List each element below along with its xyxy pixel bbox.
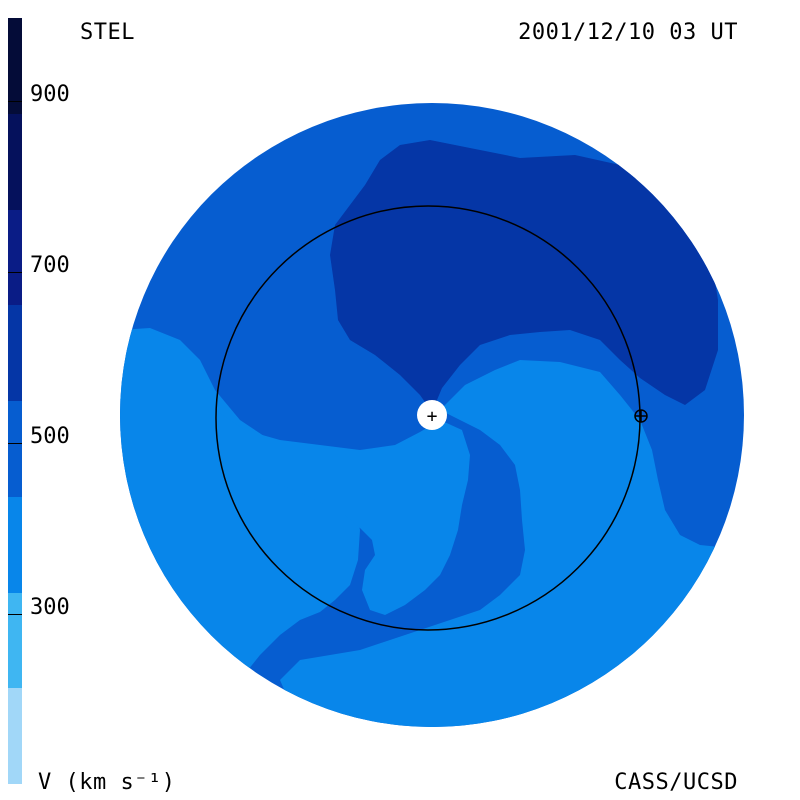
colorbar-segment: [8, 401, 22, 497]
colorbar-segment: [8, 592, 22, 689]
colorbar-segment: [8, 496, 22, 593]
velocity-unit-label: V (km s⁻¹): [38, 770, 176, 795]
colorbar-segment: [8, 688, 22, 784]
colorbar-segment: [8, 209, 22, 306]
earth-orbit: [215, 205, 641, 631]
colorbar-segment: [8, 113, 22, 210]
colorbar-tick: [8, 443, 22, 444]
colorbar-tick-label-500: 500: [30, 424, 70, 449]
sun-marker: [417, 400, 447, 430]
colorbar-tick-label-900: 900: [30, 82, 70, 107]
colorbar-tick: [8, 614, 22, 615]
credit-label: CASS/UCSD: [614, 770, 738, 795]
low-speed-region: [215, 410, 470, 615]
colorbar-tick: [8, 272, 22, 273]
colorbar: [8, 18, 22, 784]
colorbar-segment: [8, 305, 22, 401]
sun-cross-icon: +: [427, 406, 438, 427]
high-speed-region: [330, 140, 718, 412]
colorbar-tick: [8, 101, 22, 102]
colorbar-tick-label-700: 700: [30, 253, 70, 278]
low-speed-region: [280, 360, 744, 727]
instrument-label: STEL: [80, 20, 135, 45]
colorbar-tick-label-300: 300: [30, 595, 70, 620]
colorbar-segment: [8, 18, 22, 114]
timestamp-label: 2001/12/10 03 UT: [518, 20, 738, 45]
